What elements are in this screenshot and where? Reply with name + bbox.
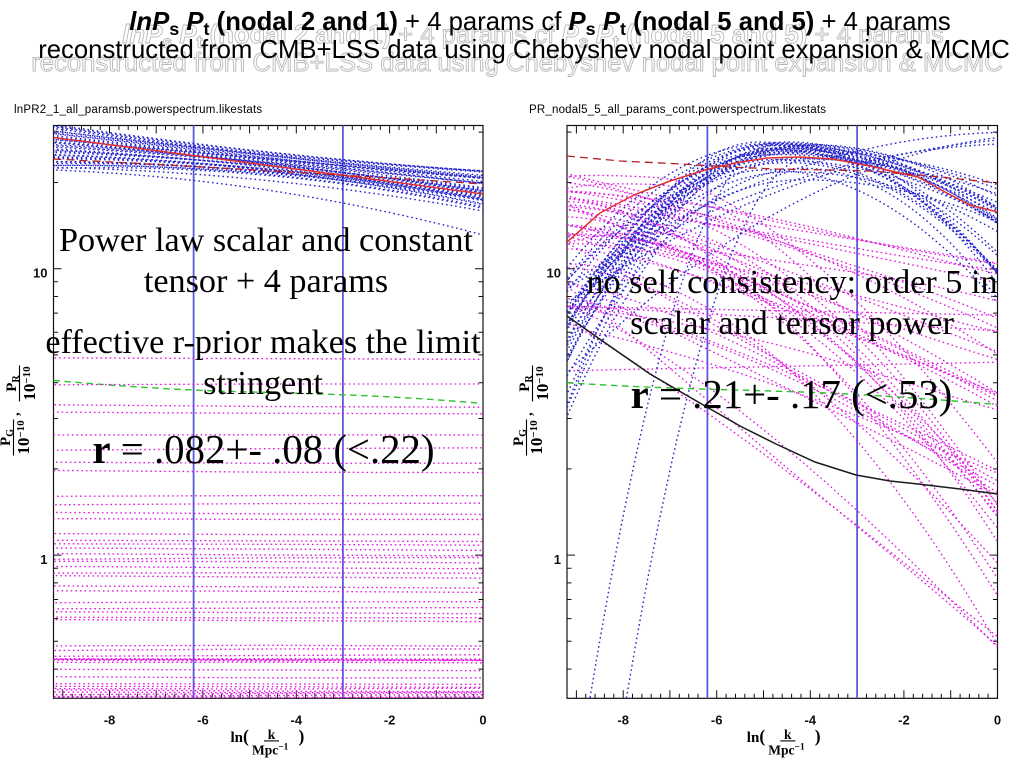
- svg-text:-8: -8: [104, 713, 116, 728]
- svg-text:10: 10: [33, 266, 47, 281]
- svg-text:,: ,: [520, 412, 536, 416]
- svg-text:0: 0: [479, 713, 486, 728]
- svg-text:-8: -8: [617, 713, 629, 728]
- svg-text:): ): [299, 726, 305, 746]
- svg-text:-2: -2: [384, 713, 396, 728]
- svg-text:Mpc−1: Mpc−1: [768, 743, 805, 758]
- svg-text:-4: -4: [805, 713, 817, 728]
- svg-text:-2: -2: [898, 713, 910, 728]
- svg-text:k: k: [268, 727, 276, 742]
- svg-text:-4: -4: [291, 713, 303, 728]
- svg-text:-6: -6: [197, 713, 209, 728]
- svg-text:,: ,: [7, 412, 23, 416]
- svg-text:1: 1: [554, 552, 561, 567]
- svg-text:1: 1: [40, 552, 47, 567]
- svg-text:Mpc−1: Mpc−1: [252, 743, 289, 758]
- svg-text:10: 10: [547, 266, 561, 281]
- svg-text:ln(: ln(: [747, 726, 766, 746]
- svg-text:0: 0: [994, 713, 1001, 728]
- svg-text:-6: -6: [711, 713, 723, 728]
- svg-text:): ): [815, 726, 821, 746]
- svg-text:k: k: [784, 727, 792, 742]
- svg-text:ln(: ln(: [231, 726, 250, 746]
- svg-text:10−10: 10−10: [527, 420, 546, 455]
